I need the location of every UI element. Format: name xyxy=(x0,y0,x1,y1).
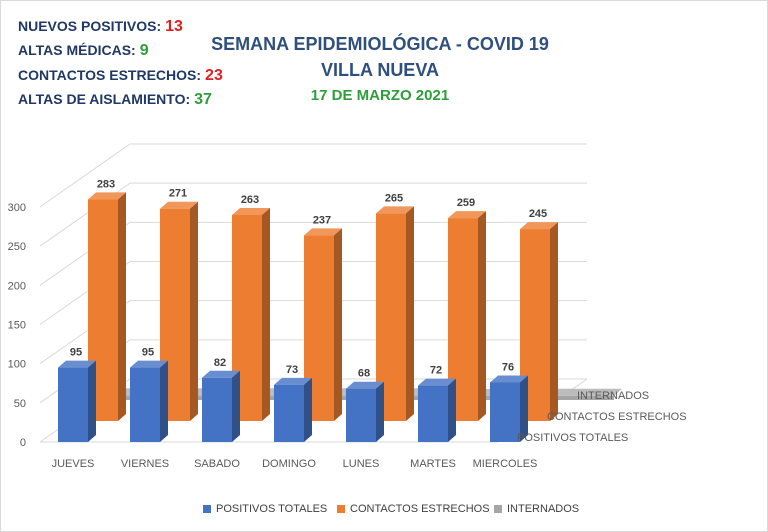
bar-positivos-side xyxy=(232,370,240,442)
data-label: 271 xyxy=(169,188,187,200)
bar-positivos-top xyxy=(418,378,456,386)
data-label: 82 xyxy=(214,357,226,369)
stat-value: 23 xyxy=(205,67,223,84)
y-tick-label: 50 xyxy=(14,398,26,410)
bar-contactos-top xyxy=(448,211,486,219)
data-label: 73 xyxy=(286,364,298,376)
x-tick-label: MIERCOLES xyxy=(473,458,538,470)
bar-contactos-top xyxy=(232,207,270,215)
bar-positivos-top xyxy=(130,360,168,368)
bar-positivos-side xyxy=(304,377,312,442)
legend-swatch xyxy=(337,505,345,513)
depth-axis-label: POSITIVOS TOTALES xyxy=(517,432,628,444)
bar-positivos-top xyxy=(202,370,240,378)
legend-label: INTERNADOS xyxy=(507,503,580,515)
bar-positivos xyxy=(130,367,160,442)
legend-label: POSITIVOS TOTALES xyxy=(216,503,328,515)
stat-label: ALTAS DE AISLAMIENTO: xyxy=(18,91,191,107)
x-tick-label: SABADO xyxy=(194,458,240,470)
y-tick-label: 0 xyxy=(20,437,26,449)
stat-altas-medicas: ALTAS MÉDICAS: 9 xyxy=(18,42,149,60)
stat-label: ALTAS MÉDICAS: xyxy=(18,42,136,58)
y-tick-label: 100 xyxy=(8,359,26,371)
stat-value: 13 xyxy=(165,18,183,35)
x-tick-label: VIERNES xyxy=(121,458,169,470)
stat-nuevos-positivos: NUEVOS POSITIVOS: 13 xyxy=(18,18,183,36)
bar-positivos-side xyxy=(520,375,528,442)
bar-positivos xyxy=(58,367,88,442)
chart-title: SEMANA EPIDEMIOLÓGICA - COVID 19 xyxy=(211,34,549,54)
legend-item-internados: INTERNADOS xyxy=(494,503,579,515)
bar-contactos-side xyxy=(118,192,126,421)
stat-altas-aislamiento: ALTAS DE AISLAMIENTO: 37 xyxy=(18,91,212,109)
bar-internados xyxy=(542,395,614,400)
stat-label: CONTACTOS ESTRECHOS: xyxy=(18,67,202,83)
bar-internados-top xyxy=(542,388,622,396)
bar-positivos-side xyxy=(88,360,96,442)
x-tick-label: DOMINGO xyxy=(262,458,316,470)
bar-positivos-top xyxy=(490,375,528,383)
data-label: 237 xyxy=(313,214,331,226)
data-label: 95 xyxy=(70,347,82,359)
y-tick-label: 250 xyxy=(8,241,26,253)
bar-positivos-top xyxy=(58,360,96,368)
data-label: 72 xyxy=(430,365,442,377)
bar-contactos-side xyxy=(262,207,270,421)
bar-positivos xyxy=(274,384,304,442)
chart-date: 17 DE MARZO 2021 xyxy=(310,87,450,104)
bar-contactos-top xyxy=(520,222,558,230)
stat-label: NUEVOS POSITIVOS: xyxy=(18,18,162,34)
data-label: 259 xyxy=(457,197,475,209)
bar-contactos-side xyxy=(406,206,414,421)
x-tick-label: MARTES xyxy=(410,458,456,470)
x-tick-label: LUNES xyxy=(343,458,380,470)
bar-positivos-side xyxy=(448,378,456,442)
data-label: 283 xyxy=(97,178,115,190)
y-tick-label: 300 xyxy=(8,202,26,214)
bar-positivos-side xyxy=(376,381,384,442)
stat-value: 37 xyxy=(194,91,212,108)
y-tick-label: 200 xyxy=(8,280,26,292)
bar-positivos xyxy=(490,382,520,442)
gridline-depth xyxy=(39,143,131,208)
bar-contactos-top xyxy=(376,206,414,214)
bar-contactos-top xyxy=(88,192,126,200)
bar-contactos-side xyxy=(190,201,198,421)
y-tick-label: 150 xyxy=(8,320,26,332)
x-tick-label: JUEVES xyxy=(52,458,95,470)
legend-swatch xyxy=(494,505,502,513)
bar-positivos-top xyxy=(274,377,312,385)
depth-axis-label: INTERNADOS xyxy=(577,390,649,402)
data-label: 265 xyxy=(385,192,403,204)
bar-contactos-side xyxy=(334,228,342,421)
bar-positivos xyxy=(418,385,448,442)
depth-axis-label: CONTACTOS ESTRECHOS xyxy=(547,411,687,423)
bar-positivos-top xyxy=(346,381,384,389)
bar-positivos xyxy=(346,388,376,442)
legend-swatch xyxy=(203,505,211,513)
chart-subtitle: VILLA NUEVA xyxy=(320,60,439,80)
bar-contactos-side xyxy=(550,222,558,421)
legend-label: CONTACTOS ESTRECHOS xyxy=(350,503,490,515)
legend-item-positivos: POSITIVOS TOTALES xyxy=(203,503,327,515)
stat-value: 9 xyxy=(139,42,149,59)
data-label: 68 xyxy=(358,368,370,380)
bar-positivos-side xyxy=(160,360,168,442)
legend-item-contactos: CONTACTOS ESTRECHOS xyxy=(337,503,490,515)
data-label: 263 xyxy=(241,194,259,206)
data-label: 245 xyxy=(529,208,547,220)
bar-contactos-side xyxy=(478,211,486,421)
stat-contactos-estrechos: CONTACTOS ESTRECHOS: 23 xyxy=(18,67,223,85)
data-label: 76 xyxy=(502,361,514,373)
data-label: 95 xyxy=(142,347,154,359)
bar-positivos xyxy=(202,377,232,442)
bar-contactos-top xyxy=(304,228,342,236)
bar-contactos-top xyxy=(160,201,198,209)
